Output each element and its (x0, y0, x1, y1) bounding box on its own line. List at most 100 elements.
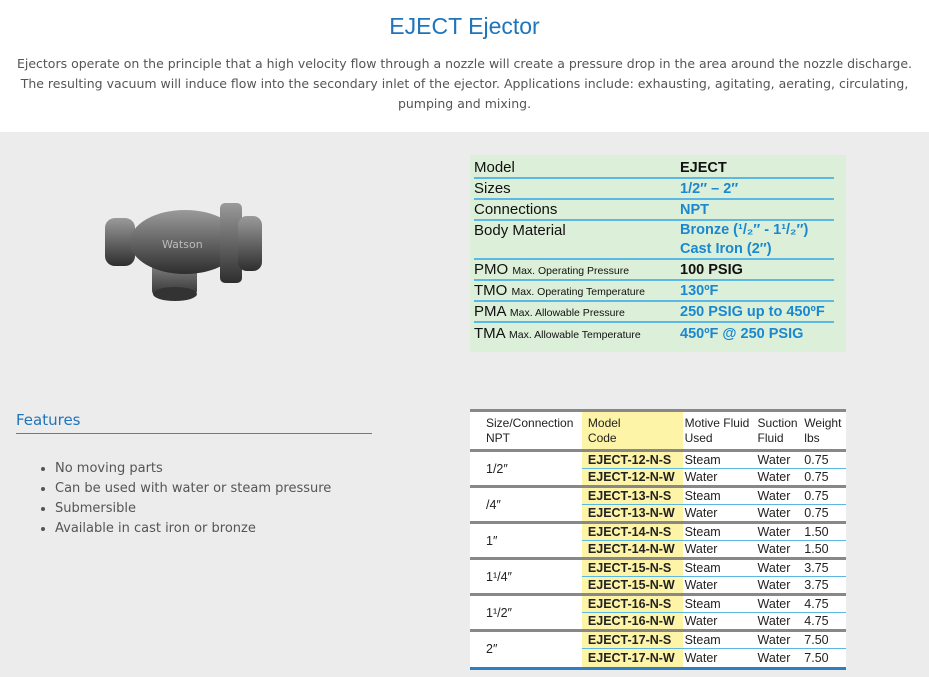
weight-cell: 1.50 (802, 522, 846, 541)
column-header: Suction Fluid (755, 412, 803, 452)
size-cell: 2″ (486, 642, 498, 657)
spec-label: PMA Max. Allowable Pressure (474, 303, 680, 320)
motive-fluid-cell: Water (682, 540, 756, 560)
spec-value: NPT (680, 202, 709, 218)
model-code-cell: EJECT-13-N-W (581, 504, 683, 524)
model-code-cell: EJECT-12-N-S (581, 450, 683, 469)
spec-row: Model EJECT (474, 158, 834, 179)
suction-fluid-cell: Water (755, 468, 803, 488)
motive-fluid-cell: Water (684, 650, 718, 665)
spec-value-text: 250 PSIG up to 450ºF (680, 303, 825, 320)
header-line: lbs (804, 431, 820, 445)
size-cell: 1¹/2″ (470, 594, 582, 632)
suction-fluid-cell: Water (755, 594, 803, 613)
model-code-cell: EJECT-16-N-W (581, 612, 683, 632)
feature-item: Submersible (55, 499, 372, 519)
spec-value: 130ºF (680, 283, 718, 299)
feature-item: No moving parts (55, 459, 372, 479)
spec-value-text: 130ºF (680, 282, 719, 299)
features-heading: Features (16, 411, 372, 434)
spec-label: Model (474, 159, 680, 176)
motive-fluid-cell: Steam (682, 558, 756, 577)
spec-label: TMO Max. Operating Temperature (474, 282, 680, 299)
suction-fluid-cell: Water (755, 612, 803, 632)
column-header: Model Code (581, 412, 683, 452)
spec-label-text: Connections (474, 201, 558, 218)
column-header: Weight lbs (802, 412, 846, 452)
suction-fluid-cell: Water (755, 504, 803, 524)
weight-cell: 3.75 (802, 558, 846, 577)
motive-fluid-cell: Steam (682, 594, 756, 613)
suction-fluid-cell: Water (755, 558, 803, 577)
spec-label: Body Material (474, 222, 680, 239)
ejector-product-image: Watson (105, 203, 262, 301)
header-section: EJECT Ejector Ejectors operate on the pr… (0, 0, 929, 132)
size-cell: /4″ (470, 486, 582, 524)
feature-item: Can be used with water or steam pressure (55, 479, 372, 499)
weight-cell: 0.75 (802, 450, 846, 469)
spec-row: PMA Max. Allowable Pressure 250 PSIG up … (474, 302, 834, 323)
model-code-cell: EJECT-17-N-S (581, 630, 683, 649)
size-cell: 1¹/4″ (470, 558, 582, 596)
spec-label: PMO Max. Operating Pressure (474, 261, 680, 278)
model-code-cell: EJECT-13-N-S (581, 486, 683, 505)
motive-fluid-cell: Steam (682, 450, 756, 469)
spec-value: Bronze (¹/₂″ - 1¹/₂″) Cast Iron (2″) (680, 222, 808, 257)
weight-cell: 4.75 (802, 612, 846, 632)
spec-label-text: Body Material (474, 222, 566, 239)
motive-fluid-cell: Water (682, 504, 756, 524)
column-header: Size/Connection NPT (470, 412, 582, 452)
spec-row: TMO Max. Operating Temperature 130ºF (474, 281, 834, 302)
motive-fluid-cell: Water (682, 468, 756, 488)
suction-fluid-cell: Water (755, 450, 803, 469)
header-line: NPT (486, 431, 510, 445)
spec-value: 450ºF @ 250 PSIG (680, 326, 803, 342)
weight-cell: 7.50 (804, 650, 829, 665)
motive-fluid-cell: Steam (682, 630, 756, 649)
model-code-cell: EJECT-15-N-W (581, 576, 683, 596)
spec-value-text-2: Cast Iron (2″) (680, 241, 772, 257)
weight-cell: 1.50 (802, 540, 846, 560)
motive-fluid-cell: Steam (682, 486, 756, 505)
suction-fluid-cell: Water (755, 486, 803, 505)
table-row: 1/2″ EJECT-12-N-S Steam Water 0.75 (470, 450, 846, 488)
table-row: 1″ EJECT-14-N-S Steam Water 1.50 (470, 522, 846, 560)
spec-label-text: Sizes (474, 180, 511, 197)
spec-value: 100 PSIG (680, 262, 743, 278)
header-line: Fluid (757, 431, 784, 445)
suction-fluid-cell: Water (755, 576, 803, 596)
weight-cell: 0.75 (802, 468, 846, 488)
table-row: EJECT-17-N-W Water Water 7.50 (470, 648, 846, 667)
suction-fluid-cell: Water (755, 540, 803, 560)
spec-label: Sizes (474, 180, 680, 197)
table-row: /4″ EJECT-13-N-S Steam Water 0.75 (470, 486, 846, 524)
table-row: EJECT-16-N-W Water Water 4.75 (470, 612, 846, 632)
header-line: Suction (757, 416, 798, 430)
spec-label-text: Model (474, 159, 515, 176)
spec-value: EJECT (680, 160, 727, 176)
spec-row: TMA Max. Allowable Temperature 450ºF @ 2… (474, 323, 834, 344)
spec-value-text: NPT (680, 201, 709, 218)
page-title: EJECT Ejector (389, 13, 540, 39)
spec-sublabel: Max. Allowable Pressure (509, 307, 625, 319)
spec-row: Body Material Bronze (¹/₂″ - 1¹/₂″) Cast … (474, 221, 834, 260)
suction-fluid-cell: Water (757, 650, 791, 665)
size-cell: 1/2″ (470, 450, 582, 488)
model-code-cell: EJECT-14-N-S (581, 522, 683, 541)
suction-fluid-cell: Water (755, 630, 803, 649)
header-line: Code (587, 431, 617, 445)
spec-sublabel: Max. Operating Pressure (512, 265, 630, 277)
header-line: Motive Fluid (684, 416, 750, 430)
spec-value-text: 100 PSIG (680, 261, 743, 278)
spec-label: Connections (474, 201, 680, 218)
size-cell: 1″ (470, 522, 582, 560)
features-section: Features No moving partsCan be used with… (16, 411, 372, 539)
motive-fluid-cell: Steam (682, 522, 756, 541)
motive-fluid-cell: Water (682, 576, 756, 596)
spec-label: TMA Max. Allowable Temperature (474, 325, 680, 342)
spec-row: Connections NPT (474, 200, 834, 221)
header-line: Weight (804, 416, 842, 430)
spec-label-text: TMA (474, 325, 505, 342)
weight-cell: 0.75 (802, 486, 846, 505)
weight-cell: 3.75 (802, 576, 846, 596)
